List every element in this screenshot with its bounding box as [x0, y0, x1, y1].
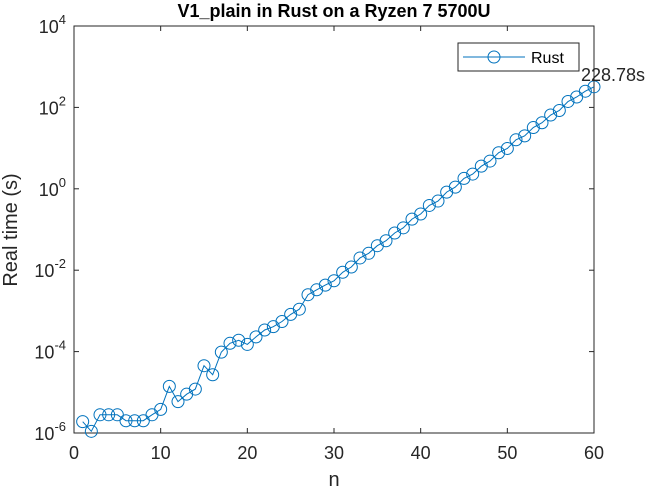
legend: Rust: [457, 42, 580, 72]
data-point: [206, 368, 220, 382]
chart-title: V1_plain in Rust on a Ryzen 7 5700U: [177, 1, 490, 21]
data-point: [396, 221, 410, 235]
data-point: [578, 84, 592, 98]
data-point: [128, 414, 142, 428]
legend-marker: [487, 50, 501, 64]
y-tick-label: 102: [39, 93, 66, 118]
data-point: [214, 345, 228, 359]
x-tick-label: 40: [411, 443, 431, 463]
y-axis-label: Real time (s): [0, 173, 22, 286]
x-tick-label: 20: [237, 443, 257, 463]
data-point: [110, 408, 124, 422]
y-tick-label: 100: [39, 175, 66, 200]
data-point: [526, 121, 540, 135]
axes-box: [73, 25, 595, 434]
data-point: [344, 260, 358, 274]
legend-label: Rust: [531, 50, 564, 67]
data-point: [379, 234, 393, 248]
plot-area: [73, 25, 595, 434]
data-point: [431, 194, 445, 208]
data-point: [466, 167, 480, 181]
data-point: [188, 382, 202, 396]
data-point: [552, 103, 566, 117]
data-point: [483, 154, 497, 168]
data-point: [318, 278, 332, 292]
data-point: [492, 146, 506, 160]
data-point: [518, 129, 532, 143]
y-axis: 10-6 10-4 10-2 100 102 104: [34, 12, 594, 444]
y-tick-label: 10-2: [34, 256, 66, 281]
data-point: [292, 302, 306, 316]
data-point: [544, 108, 558, 122]
data-point: [422, 198, 436, 212]
data-point: [84, 424, 98, 438]
data-point: [232, 333, 246, 347]
data-point: [197, 359, 211, 373]
data-point: [249, 330, 263, 344]
data-point: [310, 283, 324, 297]
data-point: [414, 207, 428, 221]
data-point: [535, 116, 549, 130]
data-point: [353, 251, 367, 265]
data-point: [162, 379, 176, 393]
data-point: [93, 408, 107, 422]
x-tick-label: 50: [497, 443, 517, 463]
data-point: [136, 414, 150, 428]
data-point: [500, 141, 514, 155]
data-point: [587, 80, 601, 94]
x-axis: 0 10 20 30 40 50 60: [69, 26, 604, 463]
data-point: [561, 94, 575, 108]
x-axis-label: n: [328, 469, 339, 489]
x-tick-label: 60: [584, 443, 604, 463]
data-annotation: 228.78s: [581, 65, 645, 85]
y-tick-label: 104: [39, 12, 66, 37]
y-tick-label: 10-6: [34, 419, 66, 444]
x-tick-label: 30: [324, 443, 344, 463]
data-point: [154, 402, 168, 416]
data-point: [76, 415, 90, 429]
data-point: [457, 171, 471, 185]
x-tick-label: 0: [69, 443, 79, 463]
data-point: [223, 336, 237, 350]
data-point: [275, 314, 289, 328]
data-point: [102, 408, 116, 422]
y-tick-label: 10-4: [34, 338, 66, 363]
data-point: [327, 274, 341, 288]
series-layer: [76, 80, 601, 438]
data-point: [240, 337, 254, 351]
data-point: [448, 180, 462, 194]
data-point: [362, 246, 376, 260]
data-point: [509, 133, 523, 147]
x-tick-label: 10: [151, 443, 171, 463]
data-point: [258, 323, 272, 337]
data-point: [171, 395, 185, 409]
data-point: [119, 414, 133, 428]
